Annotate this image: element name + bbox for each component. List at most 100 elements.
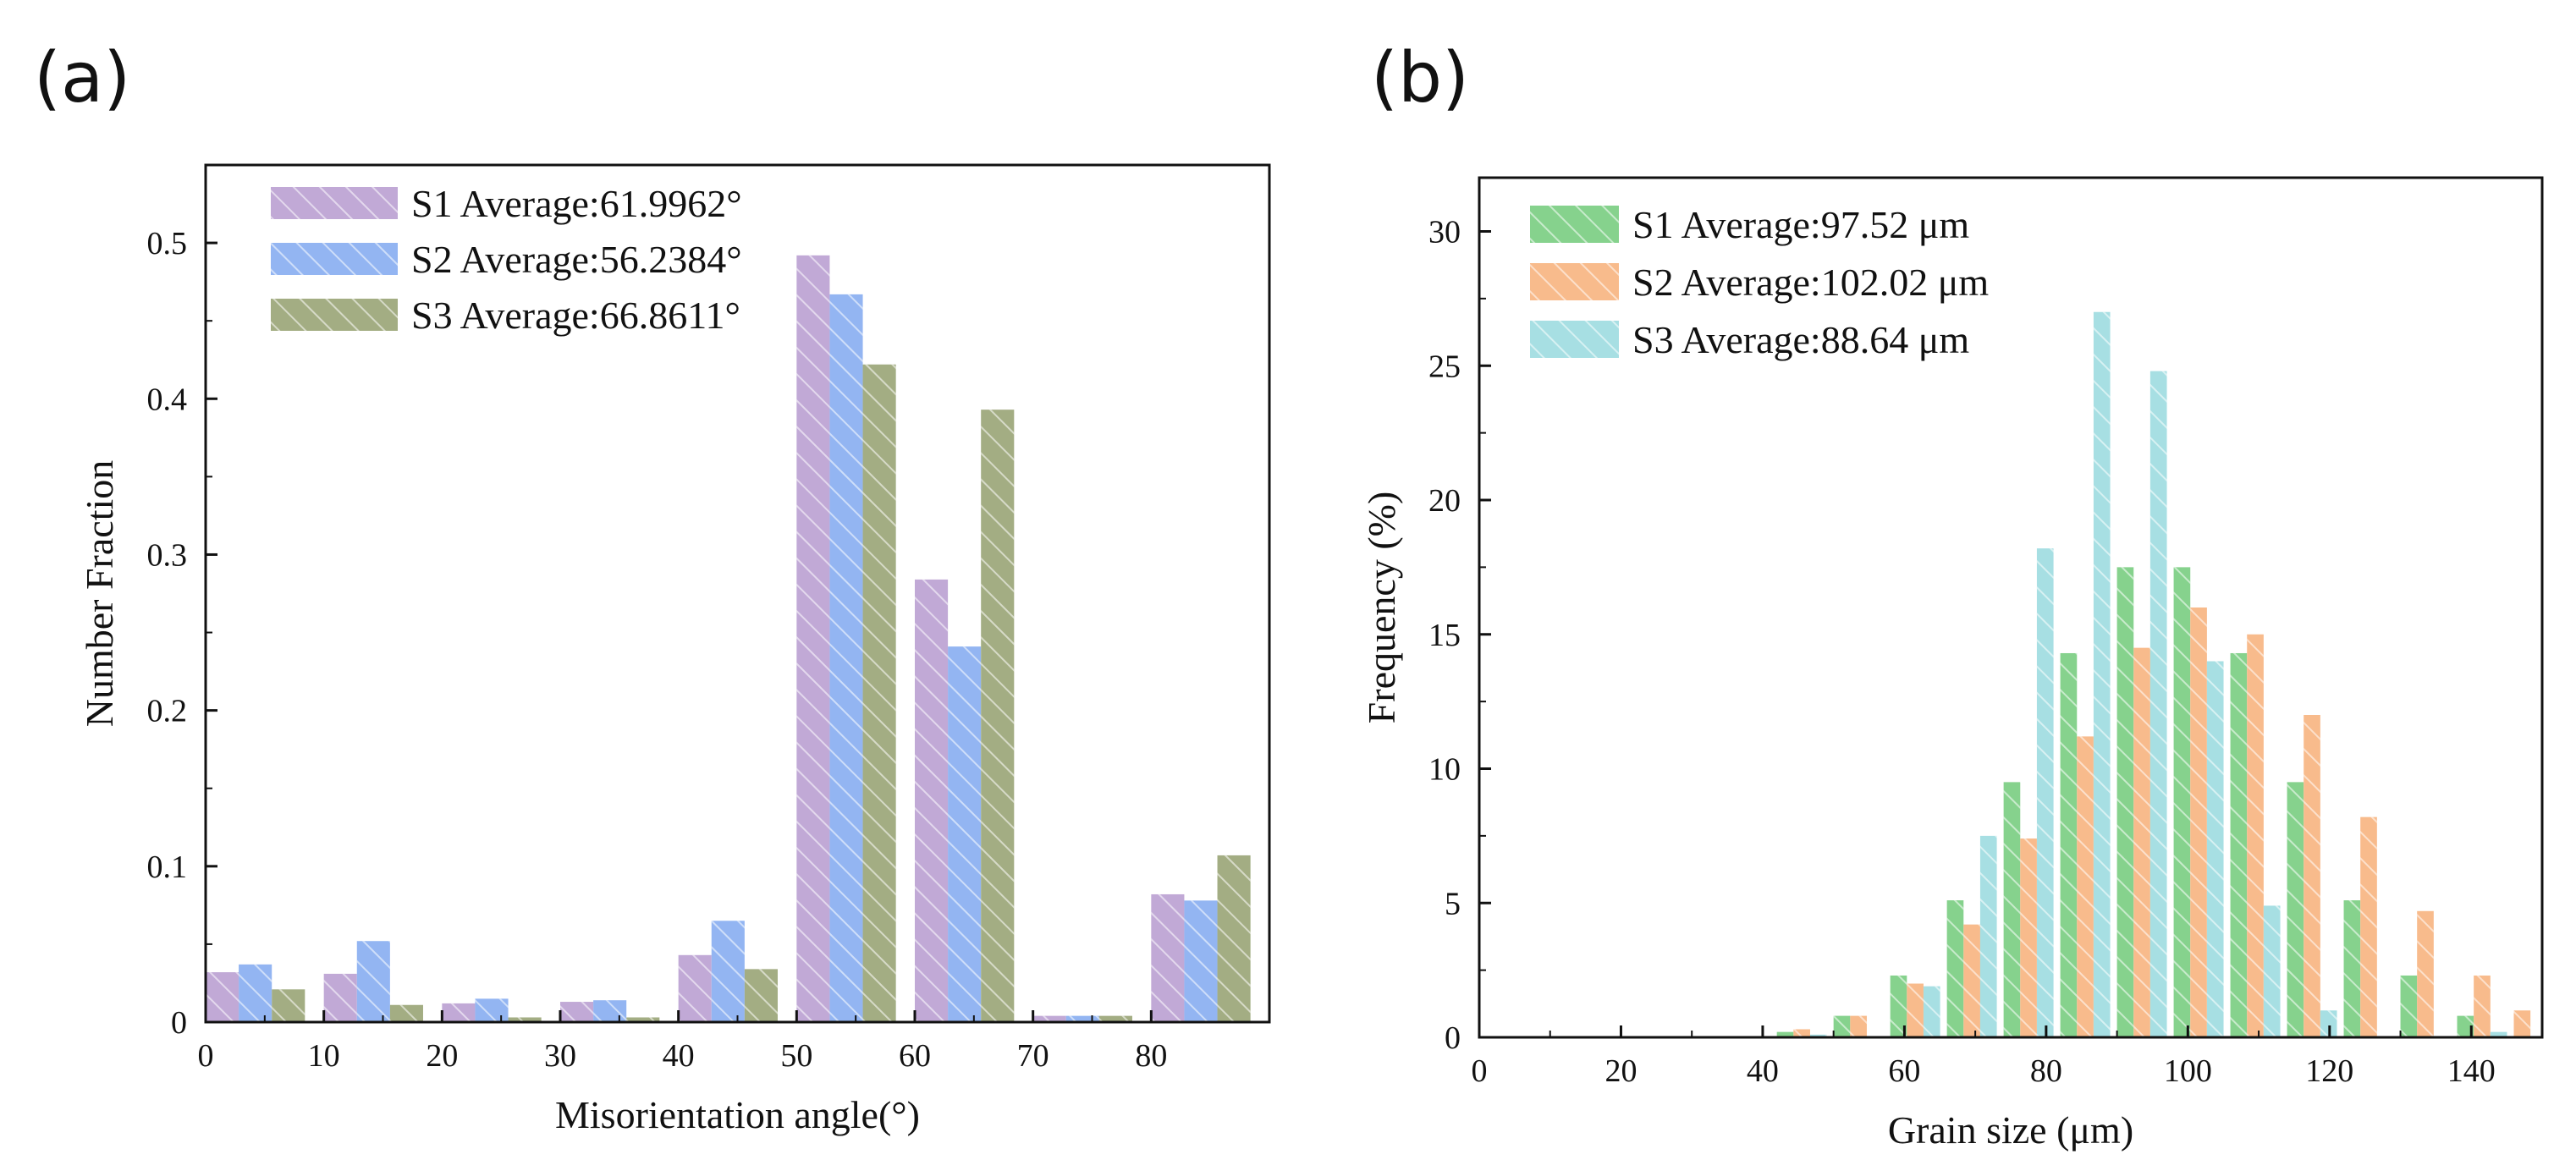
legend-label-s1: S1 Average:61.9962° xyxy=(411,182,742,225)
chart-b-frame xyxy=(1478,176,2544,1039)
bar-hatch-s2-82 xyxy=(2077,736,2094,1037)
chart-b-ticks: 0 20 40 60 80 100 120 140 0 5 10 15 20 25 30 xyxy=(1428,215,2496,1090)
bar-hatch-s2-20 xyxy=(475,998,509,1022)
y-tick-label: 0.5 xyxy=(147,226,188,261)
bar-hatch-s1-130 xyxy=(2400,975,2418,1037)
x-tick-label: 60 xyxy=(899,1038,931,1074)
bar-hatch-s1-10 xyxy=(323,973,357,1022)
chart-a: (a) 0 10 20 30 40 50 60 70 80 0 0.1 0.2 0.3 0.4 0.5 S1… xyxy=(34,38,1271,1136)
bar-hatch-s3-40 xyxy=(744,969,778,1022)
bar-hatch-s3-90 xyxy=(2149,371,2167,1038)
bar-hatch-s2-138 xyxy=(2474,975,2491,1037)
bar-hatch-s2-50 xyxy=(829,294,863,1022)
bar-hatch-s2-58 xyxy=(1907,983,1924,1037)
bar-hatch-s2-10 xyxy=(356,941,390,1022)
bar-hatch-s1-90 xyxy=(2116,567,2134,1037)
bar-hatch-s2-0 xyxy=(239,964,272,1022)
x-tick-label: 0 xyxy=(1472,1053,1488,1089)
y-tick-label: 0.3 xyxy=(147,537,188,573)
bar-hatch-s2-106 xyxy=(2247,634,2264,1037)
bar-hatch-s2-90 xyxy=(2133,647,2150,1037)
bar-hatch-s2-42 xyxy=(1793,1029,1810,1037)
bar-hatch-s1-30 xyxy=(560,1002,594,1022)
chart-b-bars xyxy=(1776,311,2531,1038)
bar-hatch-s1-82 xyxy=(2060,652,2078,1037)
bar-hatch-s1-74 xyxy=(2003,782,2021,1037)
chart-b-ylabel: Frequency (%) xyxy=(1360,492,1403,724)
x-tick-label: 50 xyxy=(780,1038,812,1074)
y-tick-label: 20 xyxy=(1428,483,1461,519)
legend-label-s1: S1 Average:97.52 μm xyxy=(1632,203,1969,246)
bar-hatch-s2-30 xyxy=(593,1000,627,1022)
bar-hatch-s3-30 xyxy=(626,1017,660,1022)
chart-a-ticks: 0 10 20 30 40 50 60 70 80 0 0.1 0.2 0.3 0.4 0.5 xyxy=(147,226,1168,1074)
x-tick-label: 60 xyxy=(1888,1053,1920,1089)
bar-hatch-s3-60 xyxy=(981,410,1015,1022)
bar-hatch-s1-70 xyxy=(1032,1015,1066,1022)
legend-swatch-hatch xyxy=(1530,263,1619,300)
chart-a-bars xyxy=(206,255,1251,1023)
panel-label-b: (b) xyxy=(1371,38,1469,118)
bar-hatch-s1-0 xyxy=(206,972,239,1022)
bar-hatch-s2-40 xyxy=(711,921,745,1022)
y-tick-label: 0.4 xyxy=(147,382,188,417)
x-tick-label: 80 xyxy=(1135,1038,1167,1074)
bar-hatch-s1-80 xyxy=(1151,893,1185,1022)
legend-label-s2: S2 Average:56.2384° xyxy=(411,238,742,281)
x-tick-label: 100 xyxy=(2164,1053,2212,1089)
bar-hatch-s1-58 xyxy=(1890,975,1907,1037)
chart-a-legend: S1 Average:61.9962° S2 Average:56.2384° S3… xyxy=(271,182,742,337)
bar-hatch-s2-66 xyxy=(1963,924,1980,1037)
bar-hatch-s3-20 xyxy=(508,1017,542,1022)
bar-hatch-s3-98 xyxy=(2206,661,2224,1037)
bar-hatch-s2-50 xyxy=(1850,1015,1867,1037)
chart-a-xlabel: Misorientation angle(°) xyxy=(555,1093,920,1136)
bar-hatch-s3-80 xyxy=(1217,855,1251,1022)
bar-hatch-s2-70 xyxy=(1065,1015,1099,1022)
bar-hatch-s1-114 xyxy=(2287,782,2304,1037)
bar-hatch-s2-98 xyxy=(2190,607,2207,1037)
legend-swatch-hatch xyxy=(271,187,398,219)
bar-hatch-s2-60 xyxy=(948,646,982,1022)
bar-hatch-s1-122 xyxy=(2343,900,2361,1037)
y-tick-label: 10 xyxy=(1428,752,1461,788)
x-tick-label: 0 xyxy=(198,1038,214,1074)
bar-hatch-s2-130 xyxy=(2417,910,2434,1037)
y-tick-label: 0.2 xyxy=(147,694,188,729)
x-tick-label: 140 xyxy=(2447,1053,2496,1089)
bar-hatch-s3-138 xyxy=(2490,1031,2507,1037)
x-tick-label: 120 xyxy=(2305,1053,2353,1089)
bar-hatch-s2-extra xyxy=(2513,1010,2531,1037)
bar-hatch-s1-138 xyxy=(2457,1015,2474,1037)
legend-label-s2: S2 Average:102.02 μm xyxy=(1632,261,1989,304)
y-tick-label: 0.1 xyxy=(147,849,188,885)
y-tick-label: 5 xyxy=(1445,886,1461,921)
x-tick-label: 30 xyxy=(544,1038,576,1074)
legend-swatch-hatch xyxy=(1530,206,1619,243)
legend-label-s3: S3 Average:88.64 μm xyxy=(1632,318,1969,361)
chart-b: (b) 0 20 40 60 80 100 120 140 0 5 10 15 20 25 30 S1 Av… xyxy=(1360,38,2544,1152)
legend-swatch-hatch xyxy=(271,299,398,331)
chart-a-ylabel: Number Fraction xyxy=(78,460,121,728)
x-tick-label: 10 xyxy=(308,1038,340,1074)
bar-hatch-s1-98 xyxy=(2173,567,2191,1037)
x-tick-label: 80 xyxy=(2030,1053,2062,1089)
bar-hatch-s1-40 xyxy=(678,954,712,1022)
y-tick-label: 0 xyxy=(1445,1020,1461,1056)
legend-swatch-hatch xyxy=(1530,321,1619,358)
bar-hatch-s2-122 xyxy=(2360,816,2377,1037)
x-tick-label: 40 xyxy=(663,1038,695,1074)
panel-label-a: (a) xyxy=(34,38,130,118)
bar-hatch-s3-58 xyxy=(1923,986,1940,1037)
bar-hatch-s1-60 xyxy=(915,579,949,1022)
bar-hatch-s3-66 xyxy=(1979,835,1997,1037)
bar-hatch-s3-114 xyxy=(2320,1010,2337,1037)
bar-hatch-s2-80 xyxy=(1184,900,1218,1022)
bar-hatch-s3-106 xyxy=(2263,905,2281,1037)
x-tick-label: 70 xyxy=(1017,1038,1049,1074)
y-tick-label: 15 xyxy=(1428,618,1461,653)
y-tick-label: 30 xyxy=(1428,215,1461,250)
x-tick-label: 20 xyxy=(1604,1053,1637,1089)
chart-b-xlabel: Grain size (μm) xyxy=(1888,1108,2133,1152)
